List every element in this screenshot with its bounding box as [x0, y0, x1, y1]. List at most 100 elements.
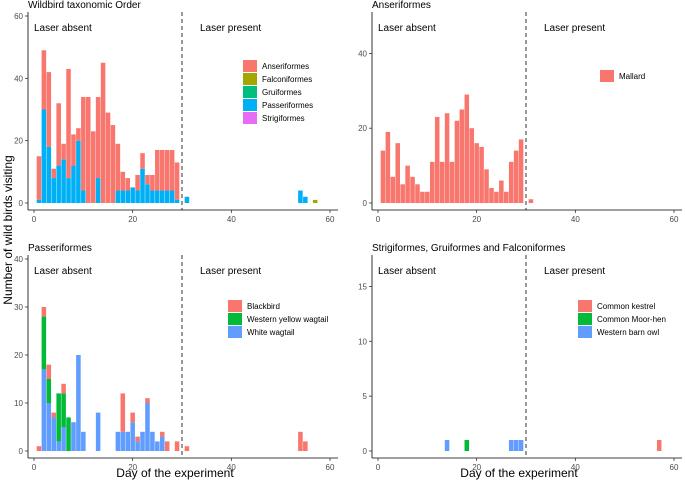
bar-segment — [459, 109, 465, 203]
bar-segment — [46, 379, 52, 403]
y-tick-label: 40 — [14, 74, 23, 83]
region-label-laser-absent: Laser absent — [34, 23, 92, 34]
x-axis-title-right: Day of the experiment — [460, 466, 578, 480]
y-tick-label: 5 — [363, 392, 368, 401]
panel-2: Anseriformes Laser absent Laser present 0 20… — [358, 0, 682, 224]
bar-segment — [164, 190, 170, 203]
bar-segment — [155, 441, 160, 451]
bar-segment — [66, 68, 71, 179]
legend-swatch — [243, 86, 257, 98]
bar-segment — [454, 120, 460, 203]
bar-segment — [303, 441, 308, 451]
bar-segment — [125, 178, 130, 191]
bar-segment — [135, 441, 140, 451]
bar-segment — [76, 140, 81, 203]
region-label-laser-absent: Laser absent — [34, 266, 92, 277]
x-tick-label: 60 — [670, 215, 679, 224]
bar-segment — [120, 393, 126, 432]
bar-segment — [46, 403, 52, 451]
legend-label: Gruiformes — [262, 88, 302, 97]
bar-segment — [61, 143, 66, 160]
panel-title: Anseriformes — [372, 0, 431, 11]
bar-segment — [169, 150, 175, 191]
bar-segment — [489, 188, 494, 203]
legend-label: Western yellow wagtail — [247, 315, 328, 324]
legend: Anseriformes Falconiformes Gruiformes Passe… — [243, 60, 313, 124]
bar-segment — [155, 150, 160, 191]
bar-segment — [61, 159, 66, 203]
y-tick-label: 0 — [363, 447, 368, 456]
bar-segment — [160, 150, 165, 191]
bar-segment — [71, 165, 76, 203]
legend-swatch — [228, 326, 242, 338]
bar-segment — [513, 440, 519, 451]
bar-segment — [160, 431, 165, 437]
bar-segment — [444, 440, 450, 451]
bar-segment — [184, 446, 190, 451]
x-axis-title-left: Day of the experiment — [116, 466, 234, 480]
bar-segment — [464, 440, 470, 451]
bar-segment — [81, 190, 86, 203]
bar-segment — [105, 112, 111, 203]
y-tick-label: 60 — [14, 12, 23, 21]
bar-segment — [513, 150, 519, 203]
legend: Common kestrel Common Moor-hen Western bar… — [578, 300, 666, 338]
bar-segment — [425, 191, 430, 203]
bar-segment — [184, 196, 190, 203]
bar-segment — [474, 143, 479, 203]
x-tick-label: 60 — [326, 215, 335, 224]
region-label-laser-absent: Laser absent — [378, 23, 436, 34]
bar-segment — [464, 94, 470, 203]
panel-title: Wildbird taxonomic Order — [28, 0, 141, 11]
bar-segment — [95, 412, 101, 451]
bar-segment — [36, 446, 42, 451]
bar-segment — [41, 307, 47, 317]
bar-segment — [46, 146, 52, 203]
x-tick-label: 40 — [227, 215, 236, 224]
bar-segment — [145, 184, 150, 203]
bar-segment — [479, 146, 484, 203]
bar-segment — [415, 184, 420, 203]
legend-label: Anseriformes — [262, 62, 309, 71]
bar-segment — [125, 190, 130, 203]
legend-swatch — [578, 300, 592, 312]
bar-segment — [36, 199, 42, 203]
bar-segment — [140, 431, 145, 451]
legend-label: White wagtail — [247, 328, 295, 337]
y-tick-label: 10 — [358, 337, 367, 346]
bar-segment — [81, 431, 86, 451]
bar-segment — [449, 161, 455, 203]
legend-label: Blackbird — [247, 302, 280, 311]
x-tick-label: 60 — [670, 463, 679, 472]
x-tick-label: 40 — [227, 463, 236, 472]
legend-swatch — [228, 313, 242, 325]
x-tick-label: 0 — [376, 215, 381, 224]
bar-segment — [164, 150, 170, 191]
bar-segment — [145, 403, 150, 451]
bar-segment — [120, 190, 126, 203]
bar-segment — [71, 134, 76, 166]
bar-segment — [508, 161, 514, 203]
bar-segment — [150, 431, 155, 451]
legend-label: Passeriformes — [262, 101, 313, 110]
bar-segment — [174, 162, 180, 200]
legend-swatch — [578, 326, 592, 338]
bar-segment — [434, 116, 440, 203]
bar-segment — [56, 165, 61, 203]
y-tick-label: 15 — [358, 282, 367, 291]
bar-segment — [76, 355, 81, 451]
y-tick-label: 0 — [363, 199, 368, 208]
legend-swatch — [243, 73, 257, 85]
bar-segment — [61, 393, 66, 427]
panel-3: Passeriformes Laser absent Laser present 0 1… — [14, 243, 338, 472]
panel-title: Passeriformes — [28, 243, 92, 254]
bar-segment — [169, 190, 175, 203]
bar-segment — [135, 174, 140, 191]
bar-segment — [656, 440, 662, 451]
bar-segment — [36, 156, 42, 200]
bar-segment — [380, 150, 386, 203]
bar-segment — [41, 109, 47, 203]
legend-swatch — [600, 70, 614, 82]
bar-segment — [120, 171, 126, 191]
